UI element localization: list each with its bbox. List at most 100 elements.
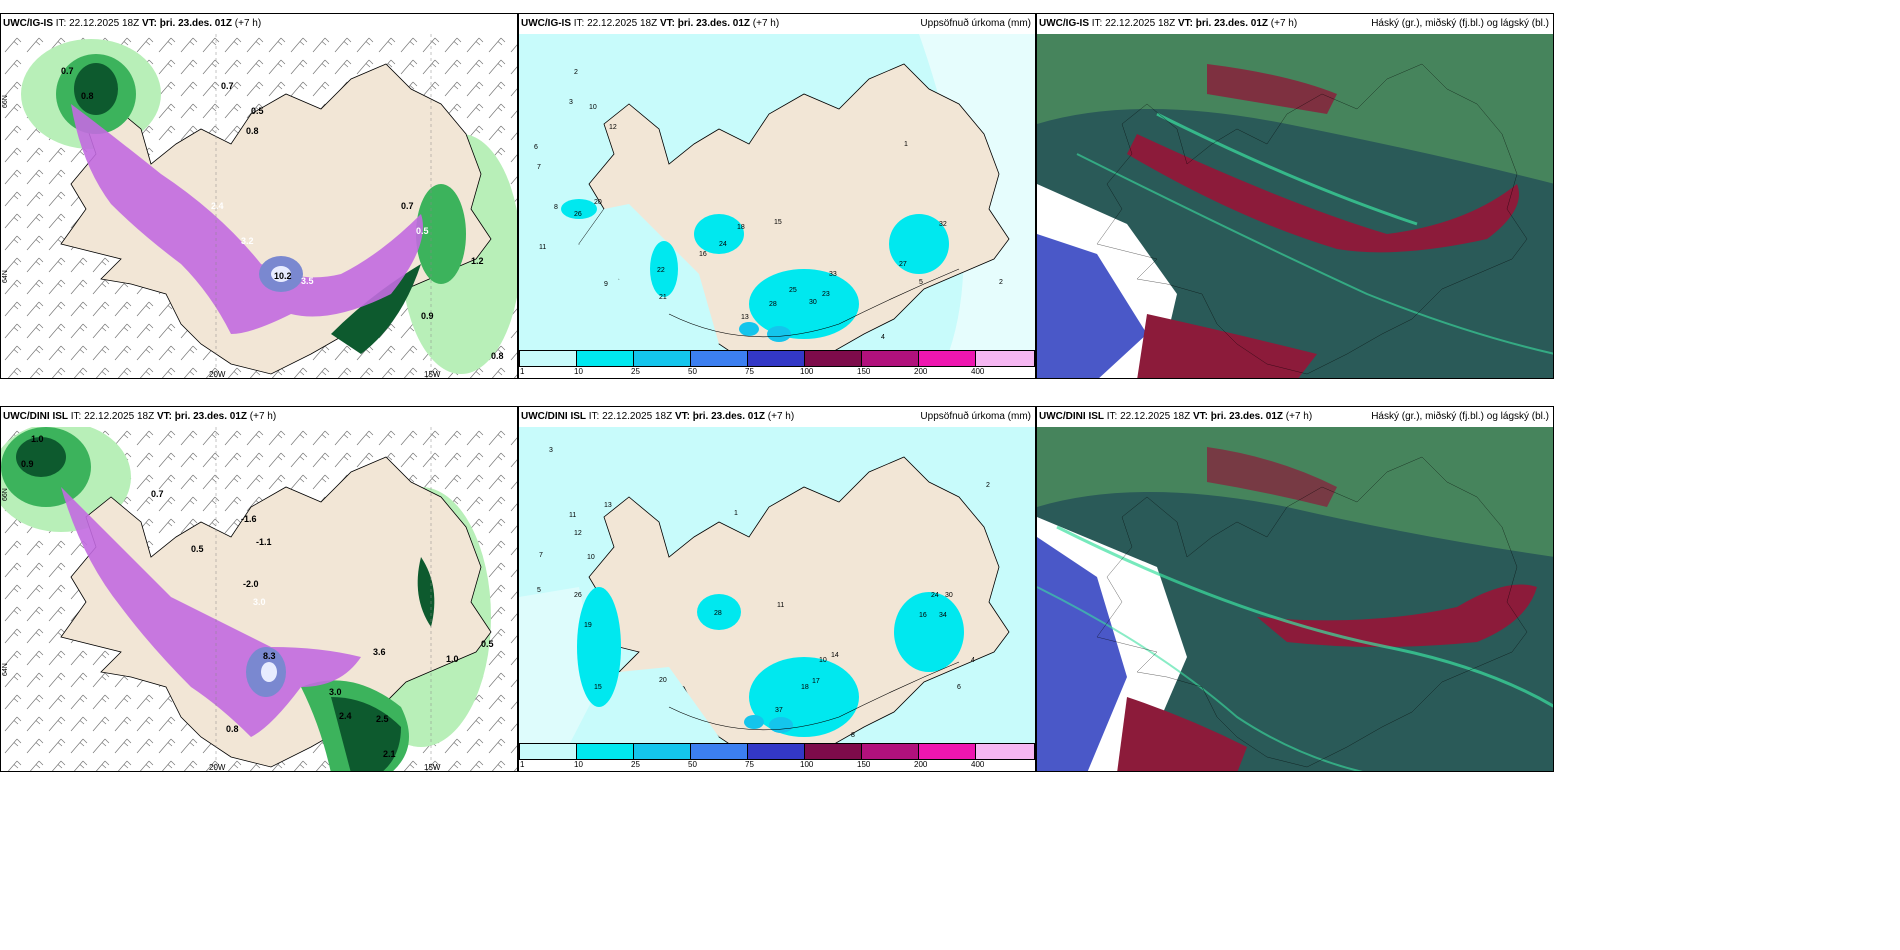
- cloud-map: [1037, 427, 1553, 771]
- panel-header: UWC/IG-IS IT: 22.12.2025 18Z VT: þri. 23…: [519, 14, 1035, 34]
- accum-label: 26: [574, 211, 582, 218]
- precip-label: 0.7: [61, 66, 74, 76]
- precip-label: 0.5: [416, 226, 429, 236]
- colorbar-swatch: [975, 743, 1035, 760]
- colorbar-tick: 75: [745, 760, 754, 769]
- colorbar-swatch: [690, 350, 748, 367]
- precip-label: 2.1: [383, 749, 396, 759]
- accum-label: 5: [537, 587, 541, 594]
- lon-label-20w: 20W: [209, 763, 226, 772]
- accum-label: 11: [569, 512, 576, 519]
- accum-label: 33: [829, 271, 837, 278]
- accum-label: 17: [812, 678, 820, 685]
- colorbar-tick: 200: [914, 367, 928, 376]
- accum-label: 19: [584, 622, 592, 629]
- colorbar-tick: 400: [971, 367, 985, 376]
- accum-label: 10: [819, 657, 827, 664]
- precip-label: 2.4: [339, 711, 352, 721]
- accum-label: 6: [957, 684, 961, 691]
- accum-label: 30: [809, 299, 817, 306]
- colorbar-swatch: [975, 350, 1035, 367]
- colorbar-swatch: [918, 350, 976, 367]
- accum-label: 13: [741, 314, 749, 321]
- wind-precip-map: 0.7 0.8 0.7 0.5 0.8 2.4 3.2 10.2 3.5 0.5…: [1, 34, 517, 379]
- precip-label: 0.9: [21, 459, 34, 469]
- accum-label: 2: [986, 482, 990, 489]
- colorbar-tick: 25: [631, 367, 640, 376]
- precip-label: 0.5: [251, 106, 264, 116]
- lat-label-64n: 64N: [2, 663, 9, 676]
- colorbar-tick: 100: [800, 760, 814, 769]
- lat-label-66n: 66N: [2, 95, 9, 108]
- precip-label: 0.7: [151, 489, 164, 499]
- lon-label-15w: 15W: [424, 370, 441, 379]
- precip-label: 2.5: [376, 714, 389, 724]
- precip-label: 0.8: [81, 91, 94, 101]
- colorbar-tick: 1: [520, 760, 525, 769]
- accum-label: 11: [777, 602, 784, 609]
- precip-label: 1.2: [471, 256, 484, 266]
- colorbar-tick: 50: [688, 760, 697, 769]
- panel-wind-precip-2: UWC/DINI ISL IT: 22.12.2025 18Z VT: þri.…: [0, 406, 518, 772]
- accum-label: 12: [609, 124, 617, 131]
- colorbar-swatch: [519, 743, 577, 760]
- accum-label: 20: [594, 199, 602, 206]
- colorbar-swatch: [861, 350, 919, 367]
- accum-label: 10: [589, 104, 597, 111]
- precip-label: 3.6: [373, 647, 386, 657]
- accum-label: 7: [537, 164, 541, 171]
- colorbar-swatch: [519, 350, 577, 367]
- precip-label: 10.2: [274, 271, 292, 281]
- accum-label: 25: [789, 287, 797, 294]
- accum-label: 20: [659, 677, 667, 684]
- precip-label: 0.8: [246, 126, 259, 136]
- lat-label-66n: 66N: [2, 488, 9, 501]
- accum-label: 21: [659, 294, 667, 301]
- precip-label: 8.3: [263, 651, 276, 661]
- precip-label: -2.0: [243, 579, 259, 589]
- precip-label: 1.0: [31, 434, 44, 444]
- accum-label: 16: [919, 612, 927, 619]
- precip-label: 0.7: [221, 81, 234, 91]
- accum-label: 30: [945, 592, 953, 599]
- accum-precip-map: 2 3 10 12 8 6 7 20 26 11 9 22 21 16 24 1…: [519, 34, 1035, 352]
- accum-label: 28: [714, 610, 722, 617]
- lat-label-64n: 64N: [2, 270, 9, 283]
- lon-label-15w: 15W: [424, 763, 441, 772]
- accum-label: 22: [657, 267, 665, 274]
- accum-label: 15: [594, 684, 602, 691]
- precip-label: 0.5: [481, 639, 494, 649]
- accum-label: 4: [971, 657, 975, 664]
- colorbar-tick: 50: [688, 367, 697, 376]
- colorbar-tick: 25: [631, 760, 640, 769]
- colorbar: 1 10 25 50 75 100 150 200 400: [519, 743, 1035, 771]
- accum-label: 16: [699, 251, 707, 258]
- precip-label: 3.0: [329, 687, 342, 697]
- precip-label: -1.1: [256, 537, 272, 547]
- accum-label: 10: [587, 554, 595, 561]
- precip-label: 0.9: [421, 311, 434, 321]
- precip-label: 0.8: [226, 724, 239, 734]
- colorbar-swatch: [804, 743, 862, 760]
- precip-label: 3.0: [253, 597, 266, 607]
- panel-accum-precip-1: UWC/IG-IS IT: 22.12.2025 18Z VT: þri. 23…: [518, 13, 1036, 379]
- panel-accum-precip-2: UWC/DINI ISL IT: 22.12.2025 18Z VT: þri.…: [518, 406, 1036, 772]
- accum-label: 24: [719, 241, 727, 248]
- panel-title: Uppsöfnuð úrkoma (mm): [920, 411, 1031, 422]
- colorbar-swatch: [633, 350, 691, 367]
- accum-label: 28: [769, 301, 777, 308]
- colorbar-tick: 200: [914, 760, 928, 769]
- colorbar-tick: 1: [520, 367, 525, 376]
- panel-header: UWC/DINI ISL IT: 22.12.2025 18Z VT: þri.…: [1037, 407, 1553, 427]
- accum-label: 18: [737, 224, 745, 231]
- accum-label: 15: [774, 219, 782, 226]
- colorbar-tick: 10: [574, 367, 583, 376]
- precip-label: 0.7: [401, 201, 414, 211]
- colorbar-tick: 100: [800, 367, 814, 376]
- panel-title: Háský (gr.), miðský (fj.bl.) og lágský (…: [1371, 411, 1549, 422]
- precip-label: 0.8: [491, 351, 504, 361]
- precip-label: 3.2: [241, 236, 254, 246]
- colorbar-swatch: [804, 350, 862, 367]
- accum-label: 7: [539, 552, 543, 559]
- panel-clouds-2: UWC/DINI ISL IT: 22.12.2025 18Z VT: þri.…: [1036, 406, 1554, 772]
